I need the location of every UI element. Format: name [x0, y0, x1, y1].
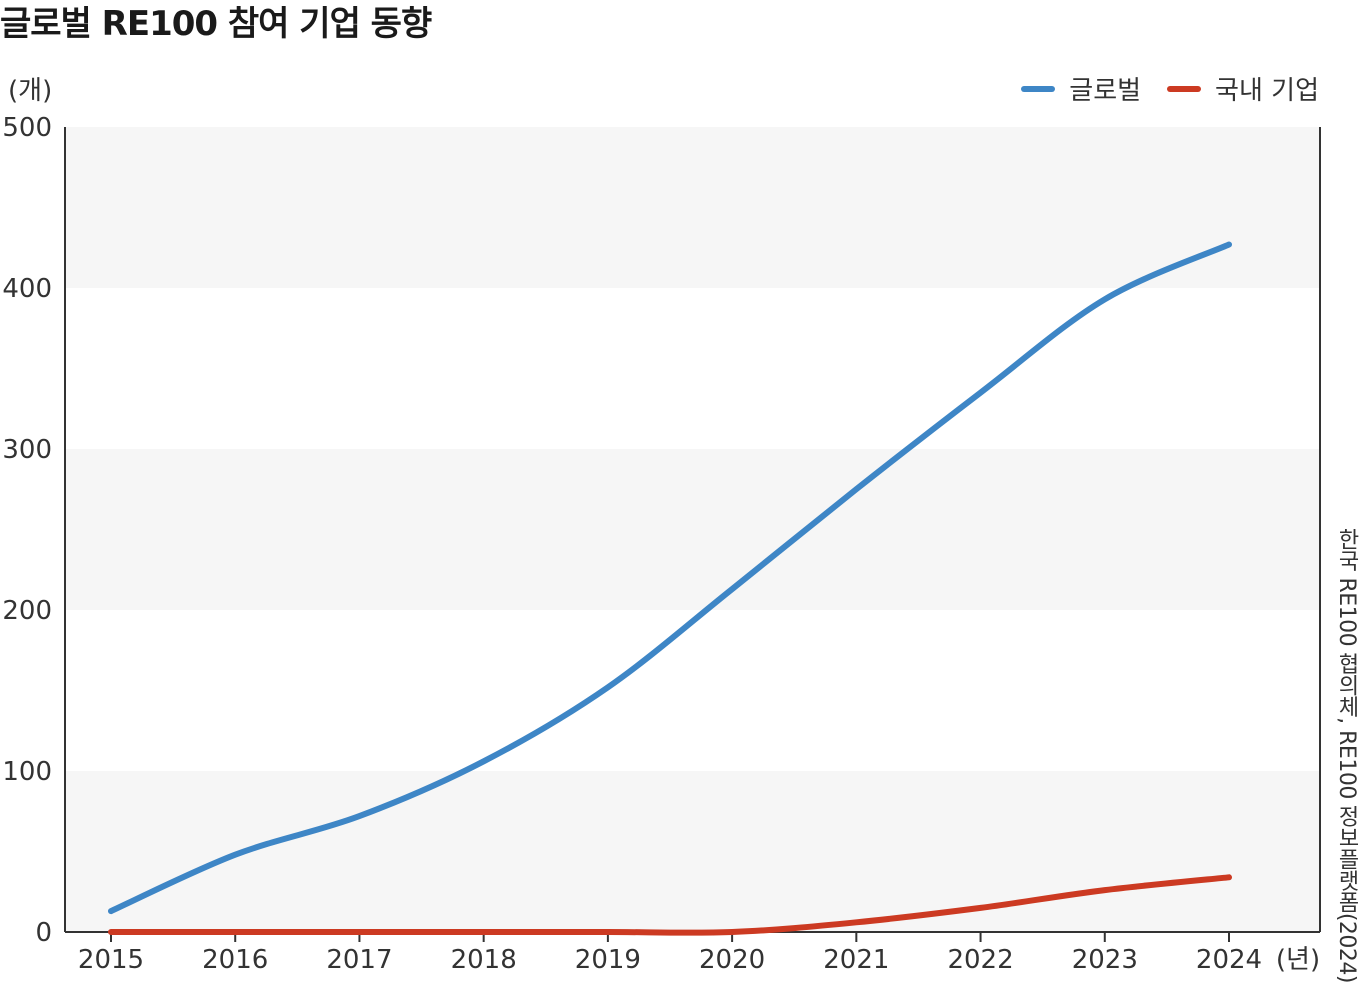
y-axis-unit-label: (개) [8, 76, 53, 106]
legend-item-global: 글로벌 [1021, 70, 1141, 107]
y-tick-label: 500 [2, 113, 52, 143]
grid-band [65, 127, 1320, 288]
legend-swatch-global [1021, 85, 1056, 92]
x-tick-label: 2023 [1072, 945, 1138, 974]
legend-swatch-domestic [1167, 85, 1202, 92]
x-tick-label: 2016 [202, 945, 268, 974]
legend-label-global: 글로벌 [1069, 76, 1142, 106]
legend: 글로벌 국내 기업 [1021, 70, 1319, 107]
x-tick-label: 2021 [823, 945, 889, 974]
source-note: 한국 RE100 협의체, RE100 정보플랫폼(2024) [1334, 528, 1359, 983]
y-tick-label: 200 [2, 596, 52, 626]
y-tick-label: 300 [2, 435, 52, 465]
legend-label-domestic: 국내 기업 [1215, 76, 1319, 106]
chart-title: 글로벌 RE100 참여 기업 동향 [0, 4, 432, 44]
x-tick-label: 2020 [699, 945, 765, 974]
x-tick-label: 2018 [451, 945, 517, 974]
x-tick-label: 2017 [326, 945, 392, 974]
y-tick-label: 0 [35, 918, 52, 948]
y-tick-label: 100 [2, 757, 52, 787]
grid-band [65, 449, 1320, 610]
x-tick-label: 2024 [1196, 945, 1262, 974]
x-axis-unit-label: (년) [1276, 945, 1320, 974]
x-tick-label: 2022 [947, 945, 1013, 974]
x-tick-label: 2019 [575, 945, 641, 974]
series-line-domestic [108, 874, 1232, 936]
y-tick-label: 400 [2, 274, 52, 304]
legend-item-domestic: 국내 기업 [1167, 70, 1319, 107]
x-tick-label: 2015 [78, 945, 144, 974]
grid-band [65, 771, 1320, 932]
series-line-global [108, 241, 1232, 915]
